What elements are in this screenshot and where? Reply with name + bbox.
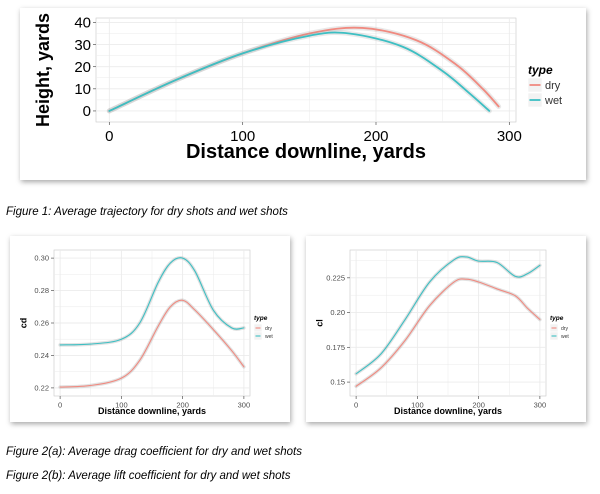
x-tick-label: 100: [115, 401, 128, 410]
series-line-dry: [59, 299, 245, 388]
legend-title: type: [254, 315, 268, 322]
x-tick-label: 200: [472, 401, 485, 410]
x-axis-title: Distance downline, yards: [394, 406, 502, 416]
legend-title: type: [528, 63, 553, 77]
x-tick-label: 300: [497, 128, 522, 145]
x-axis-title: Distance downline, yards: [98, 406, 206, 416]
y-tick-label: 10: [74, 81, 91, 98]
drag-chart-panel: 0 100 200 300 0.22 0.24 0.26 0.28 0.30 Distance d…: [10, 236, 290, 422]
x-tick-label: 0: [354, 401, 358, 410]
series-line-wet: [355, 256, 541, 375]
y-tick-label: 0.22: [34, 384, 49, 393]
trajectory-chart-panel: 0 100 200 300 0 10 20 30 40 Distance downline, ya…: [20, 8, 586, 180]
legend-label-wet: wet: [544, 95, 562, 107]
series-line-dry: [355, 278, 541, 387]
drag-coefficient-chart: 0 100 200 300 0.22 0.24 0.26 0.28 0.30 Distance d…: [18, 249, 273, 416]
x-tick-label: 200: [176, 401, 189, 410]
series-line-wet: [59, 257, 245, 346]
y-tick-label: 0.26: [34, 319, 49, 328]
y-tick-label: 0.28: [34, 286, 49, 295]
y-axis-title: cl: [314, 319, 324, 327]
figure-2a-caption: Figure 2(a): Average drag coefficient fo…: [6, 446, 302, 458]
y-tick-label: 0.30: [34, 254, 49, 263]
legend-label-dry: dry: [561, 326, 568, 332]
plot-area: [95, 17, 517, 123]
y-tick-label: 0.24: [34, 351, 49, 360]
x-axis-title: Distance downline, yards: [186, 141, 426, 163]
legend-label-dry: dry: [265, 326, 272, 332]
x-tick-label: 0: [58, 401, 62, 410]
legend-label-dry: dry: [545, 80, 561, 92]
legend-label-wet: wet: [561, 334, 569, 340]
legend-title: type: [550, 315, 564, 322]
legend-label-wet: wet: [265, 334, 273, 340]
figure-1-caption: Figure 1: Average trajectory for dry sho…: [6, 206, 288, 218]
x-tick-label: 300: [238, 401, 251, 410]
y-tick-label: 0.15: [330, 378, 345, 387]
lift-coefficient-chart: 0 100 200 300 0.15 0.175 0.20 0.225 Distance dow…: [314, 249, 569, 416]
trajectory-chart: 0 100 200 300 0 10 20 30 40 Distance downline, ya…: [33, 13, 562, 163]
y-tick-label: 40: [74, 15, 91, 32]
y-axis-title: cd: [18, 318, 28, 329]
y-axis-title: Height, yards: [33, 13, 53, 127]
series-line-wet: [108, 31, 491, 112]
y-tick-label: 0.225: [326, 273, 345, 282]
y-tick-label: 0.175: [326, 343, 345, 352]
y-tick-label: 30: [74, 37, 91, 54]
x-tick-label: 100: [230, 128, 255, 145]
figure-2b-caption: Figure 2(b): Average lift coefficient fo…: [6, 470, 291, 482]
x-tick-label: 300: [534, 401, 547, 410]
x-tick-label: 200: [363, 128, 388, 145]
y-tick-label: 0: [83, 103, 91, 120]
y-tick-label: 20: [74, 59, 91, 76]
lift-chart-panel: 0 100 200 300 0.15 0.175 0.20 0.225 Distance dow…: [306, 236, 586, 422]
x-tick-label: 0: [105, 128, 113, 145]
y-tick-label: 0.20: [330, 308, 345, 317]
x-tick-label: 100: [411, 401, 424, 410]
